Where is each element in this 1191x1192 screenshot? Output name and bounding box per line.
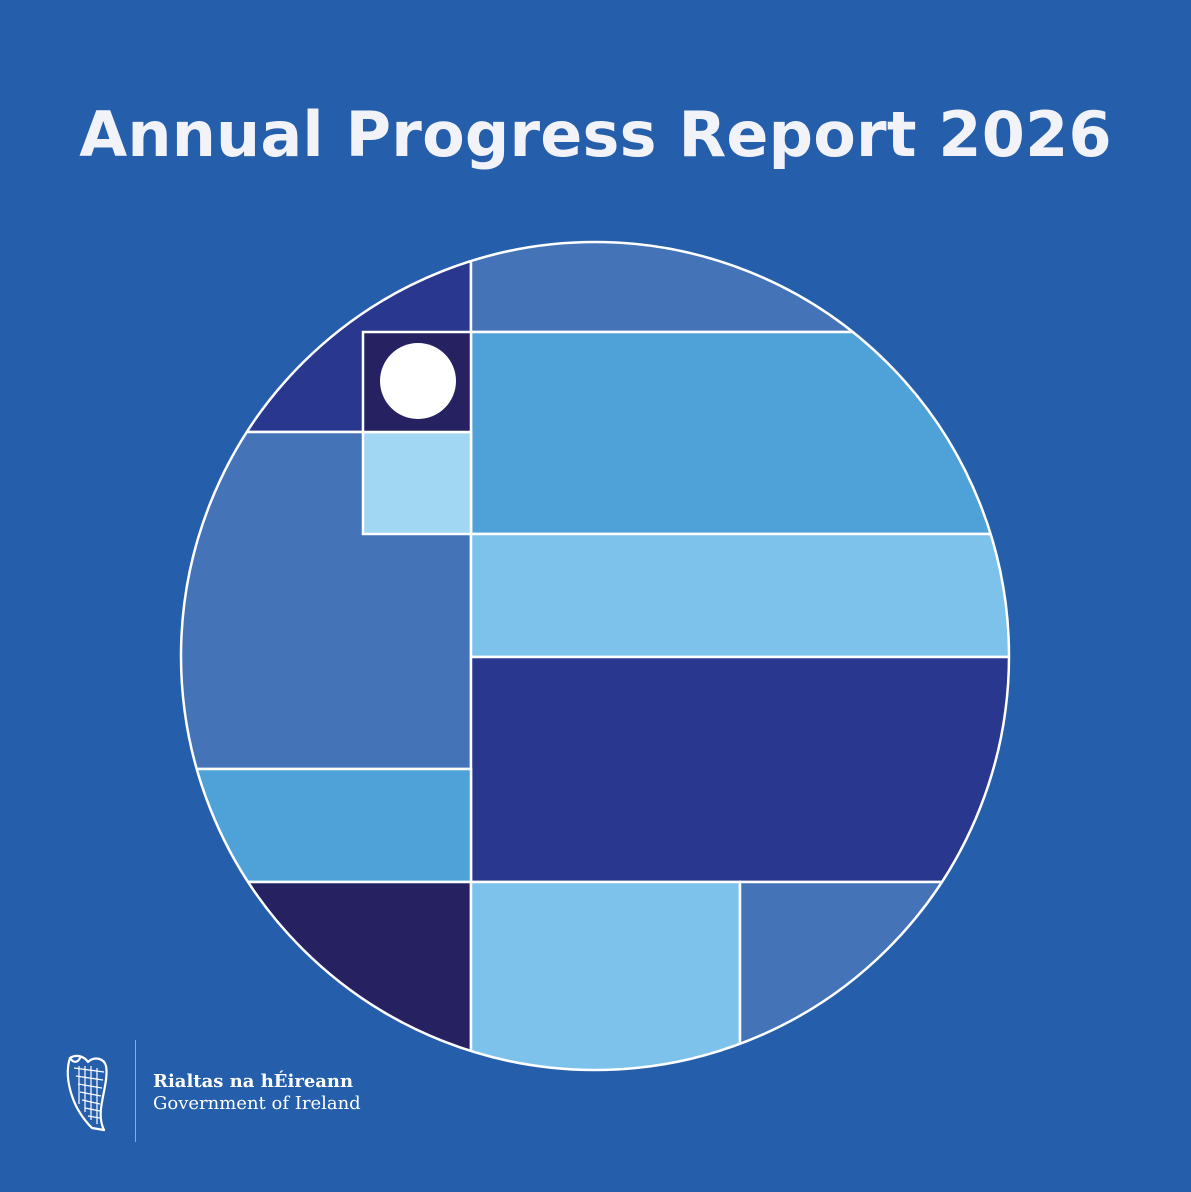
circle-outline bbox=[179, 240, 1011, 1072]
irish-name: Rialtas na hÉireann bbox=[153, 1071, 354, 1092]
logo-text: Rialtas na hÉireann Government of Irelan… bbox=[153, 1071, 361, 1115]
report-title: Annual Progress Report 2026 bbox=[79, 98, 1112, 171]
logo-divider bbox=[135, 1040, 136, 1142]
mosaic-tile bbox=[181, 767, 473, 884]
mosaic-tile bbox=[469, 655, 1009, 884]
mosaic-tile bbox=[469, 532, 1009, 659]
english-name: Government of Ireland bbox=[153, 1093, 361, 1114]
mosaic-tile bbox=[469, 242, 1009, 334]
harp-icon bbox=[66, 1054, 108, 1132]
small-pale-square bbox=[361, 430, 473, 536]
mosaic-tile bbox=[738, 880, 1009, 1070]
mosaic-tile bbox=[181, 880, 473, 1070]
white-dot bbox=[380, 343, 456, 419]
